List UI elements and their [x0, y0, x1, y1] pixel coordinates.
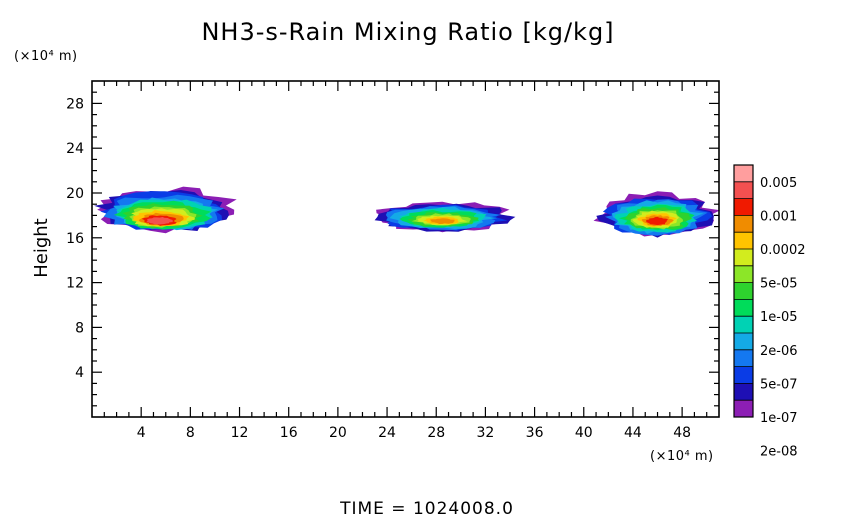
colorbar-swatch	[734, 366, 753, 384]
colorbar-label: 0.0002	[760, 243, 806, 258]
x-tick-label: 4	[137, 425, 146, 441]
time-label: TIME = 1024008.0	[339, 499, 514, 519]
x-tick-label: 28	[427, 425, 445, 441]
colorbar-swatch	[734, 316, 753, 334]
y-tick-label: 8	[75, 320, 84, 336]
colorbar-swatch	[734, 400, 753, 418]
chart-title: NH3-s-Rain Mixing Ratio [kg/kg]	[201, 18, 614, 46]
colorbar-label: 5e-05	[760, 277, 798, 292]
contour-level	[146, 217, 174, 225]
y-tick-label: 4	[75, 365, 84, 381]
contour-level	[429, 218, 455, 224]
colorbar-label: 1e-05	[760, 310, 798, 325]
colorbar-swatch	[734, 249, 753, 267]
x-tick-label: 40	[575, 425, 593, 441]
colorbar-swatch	[734, 383, 753, 401]
colorbar-swatch	[734, 215, 753, 233]
x-tick-label: 12	[231, 425, 249, 441]
y-axis-label: Height	[31, 218, 52, 278]
colorbar: 0.005 0.001 0.0002 5e-05 1e-05 2e-06 5e-07 1e-0…	[733, 164, 806, 460]
y-tick-label: 16	[66, 231, 84, 247]
x-unit-label: (×10⁴ m)	[650, 449, 714, 464]
x-tick-label: 44	[624, 425, 642, 441]
y-tick-label: 24	[66, 141, 84, 157]
y-tick-label: 28	[66, 96, 84, 112]
colorbar-swatch	[734, 232, 753, 250]
colorbar-swatch	[734, 181, 753, 199]
y-tick-label: 20	[66, 186, 84, 202]
colorbar-label: 0.001	[760, 209, 797, 224]
colorbar-swatch	[734, 265, 753, 283]
x-axis: 4 8 12 16 20 24 28 32 36 40 44 48	[103, 81, 708, 441]
x-tick-label: 36	[526, 425, 544, 441]
y-axis: 4 8 12 16 20 24 28	[66, 91, 719, 407]
colorbar-swatch	[734, 333, 753, 351]
colorbar-label: 5e-07	[760, 377, 798, 392]
cloud-middle	[374, 201, 516, 233]
cloud-right	[593, 191, 721, 238]
colorbar-swatch	[734, 165, 753, 183]
colorbar-swatch	[734, 349, 753, 367]
plot-frame	[91, 80, 720, 418]
x-tick-label: 48	[673, 425, 691, 441]
y-unit-label: (×10⁴ m)	[14, 49, 78, 64]
colorbar-label: 2e-08	[760, 445, 798, 460]
x-tick-label: 24	[378, 425, 396, 441]
colorbar-swatch	[734, 198, 753, 216]
colorbar-label: 0.005	[760, 176, 797, 191]
colorbar-swatch	[734, 282, 753, 300]
contour-level	[646, 216, 668, 226]
x-tick-label: 16	[280, 425, 298, 441]
x-tick-label: 8	[186, 425, 195, 441]
colorbar-label: 1e-07	[760, 411, 798, 426]
x-tick-label: 32	[476, 425, 494, 441]
y-tick-label: 12	[66, 276, 84, 292]
x-tick-label: 20	[329, 425, 347, 441]
colorbar-frame	[733, 164, 754, 418]
colorbar-swatch	[734, 299, 753, 317]
cloud-left	[94, 186, 237, 234]
heatmap-field	[94, 186, 721, 238]
colorbar-label: 2e-06	[760, 344, 798, 359]
